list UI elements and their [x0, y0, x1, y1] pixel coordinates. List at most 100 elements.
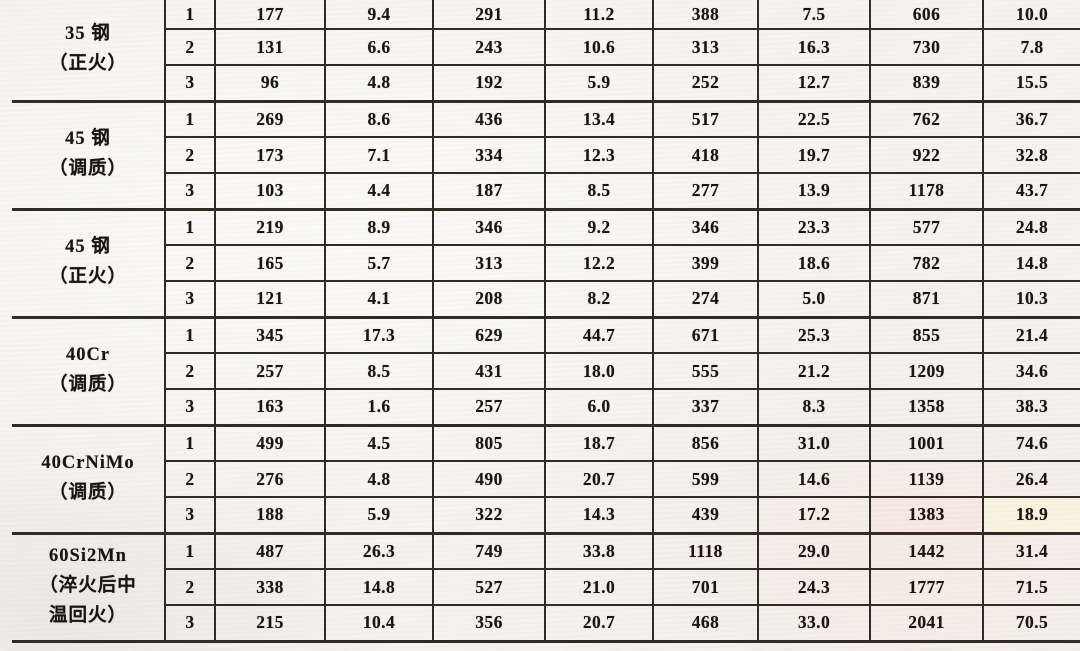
specimen-number-cell: 2	[164, 244, 216, 282]
value-cell: 215	[214, 604, 326, 643]
value-cell: 12.2	[544, 244, 654, 282]
table-row: 2 165 5.7 313 12.2 399 18.6 782 14.8	[12, 244, 1080, 282]
value-cell: 439	[652, 496, 759, 534]
value-cell: 24.8	[982, 207, 1080, 246]
value-cell: 29.0	[757, 531, 871, 570]
value-cell: 671	[652, 315, 759, 354]
value-cell: 187	[432, 172, 546, 210]
value-cell: 15.5	[982, 64, 1080, 102]
table-row: 40Cr （调质） 1 345 17.3 629 44.7 671 25.3 855 21.4	[12, 315, 1080, 427]
value-cell: 8.5	[324, 352, 434, 390]
material-cell: 40CrNiMo （调质）	[12, 423, 166, 535]
value-cell: 4.8	[324, 64, 434, 102]
value-cell: 577	[869, 207, 984, 246]
value-cell: 20.7	[544, 604, 654, 643]
specimen-number-cell: 1	[164, 315, 216, 354]
specimen-number-cell: 2	[164, 352, 216, 390]
value-cell: 21.0	[544, 568, 654, 606]
value-cell: 243	[432, 28, 546, 66]
value-cell: 4.4	[324, 172, 434, 210]
value-cell: 356	[432, 604, 546, 643]
table-row: 45 钢 （调质） 1 269 8.6 436 13.4 517 22.5 762 36.7	[12, 99, 1080, 211]
value-cell: 163	[214, 388, 326, 426]
value-cell: 4.8	[324, 460, 434, 498]
value-cell: 277	[652, 172, 759, 210]
material-condition: （调质）	[48, 375, 127, 395]
specimen-number-cell: 2	[164, 28, 216, 66]
value-cell: 337	[652, 388, 759, 426]
value-cell: 7.5	[757, 0, 871, 30]
table-row: 35 钢 （正火） 1 177 9.4 291 11.2 388 7.5 606 10.0	[12, 0, 1080, 103]
table-row: 3 163 1.6 257 6.0 337 8.3 1358 38.3	[12, 388, 1080, 426]
value-cell: 5.9	[544, 64, 654, 102]
value-cell: 18.0	[544, 352, 654, 390]
value-cell: 26.3	[324, 531, 434, 570]
value-cell: 10.0	[982, 0, 1080, 30]
value-cell: 173	[214, 136, 326, 174]
value-cell: 257	[214, 352, 326, 390]
value-cell: 26.4	[982, 460, 1080, 498]
value-cell: 9.2	[544, 207, 654, 246]
value-cell: 749	[432, 531, 546, 570]
specimen-number-cell: 3	[164, 172, 216, 210]
value-cell: 418	[652, 136, 759, 174]
value-cell: 345	[214, 315, 326, 354]
table-row: 2 276 4.8 490 20.7 599 14.6 1139 26.4	[12, 460, 1080, 498]
value-cell: 274	[652, 280, 759, 318]
value-cell: 1118	[652, 531, 759, 570]
value-cell: 517	[652, 99, 759, 138]
value-cell: 8.6	[324, 99, 434, 138]
value-cell: 177	[214, 0, 326, 30]
value-cell: 701	[652, 568, 759, 606]
value-cell: 7.1	[324, 136, 434, 174]
value-cell: 70.5	[982, 604, 1080, 643]
table-row: 2 338 14.8 527 21.0 701 24.3 1777 71.5	[12, 568, 1080, 606]
value-cell: 9.4	[324, 0, 434, 30]
table-row: 3 103 4.4 187 8.5 277 13.9 1178 43.7	[12, 172, 1080, 210]
specimen-number-cell: 1	[164, 531, 216, 570]
value-cell: 6.6	[324, 28, 434, 66]
value-cell: 1001	[869, 423, 984, 462]
specimen-number-cell: 1	[164, 99, 216, 138]
value-cell: 269	[214, 99, 326, 138]
table-row: 3 215 10.4 356 20.7 468 33.0 2041 70.5	[12, 604, 1080, 643]
value-cell: 17.2	[757, 496, 871, 534]
value-cell: 12.7	[757, 64, 871, 102]
material-name: 35 钢	[65, 23, 111, 44]
value-cell: 8.9	[324, 207, 434, 246]
value-cell: 16.3	[757, 28, 871, 66]
table-row: 2 173 7.1 334 12.3 418 19.7 922 32.8	[12, 136, 1080, 174]
value-cell: 5.9	[324, 496, 434, 534]
value-cell: 36.7	[982, 99, 1080, 138]
material-name: 40CrNiMo	[41, 453, 135, 474]
specimen-number-cell: 3	[164, 388, 216, 426]
value-cell: 8.5	[544, 172, 654, 210]
value-cell: 334	[432, 136, 546, 174]
value-cell: 1777	[869, 568, 984, 606]
value-cell: 165	[214, 244, 326, 282]
value-cell: 17.3	[324, 315, 434, 354]
value-cell: 431	[432, 352, 546, 390]
value-cell: 468	[652, 604, 759, 643]
value-cell: 1442	[869, 531, 984, 570]
value-cell: 20.7	[544, 460, 654, 498]
value-cell: 436	[432, 99, 546, 138]
specimen-number-cell: 2	[164, 568, 216, 606]
value-cell: 121	[214, 280, 326, 318]
specimen-number-cell: 3	[164, 496, 216, 534]
material-condition: （正火）	[48, 267, 127, 287]
value-cell: 922	[869, 136, 984, 174]
value-cell: 13.4	[544, 99, 654, 138]
value-cell: 10.4	[324, 604, 434, 643]
specimen-number-cell: 1	[164, 0, 216, 30]
value-cell: 11.2	[544, 0, 654, 30]
material-condition: （调质）	[48, 159, 127, 179]
material-condition: （淬火后中	[39, 576, 137, 597]
value-cell: 856	[652, 423, 759, 462]
table-row: 45 钢（正火） 1 219 8.9 346 9.2 346 23.3 577 24.8	[12, 207, 1080, 319]
value-cell: 18.6	[757, 244, 871, 282]
value-cell: 5.0	[757, 280, 871, 318]
value-cell: 31.4	[982, 531, 1080, 570]
material-cell: 45 钢 （调质）	[12, 99, 166, 211]
